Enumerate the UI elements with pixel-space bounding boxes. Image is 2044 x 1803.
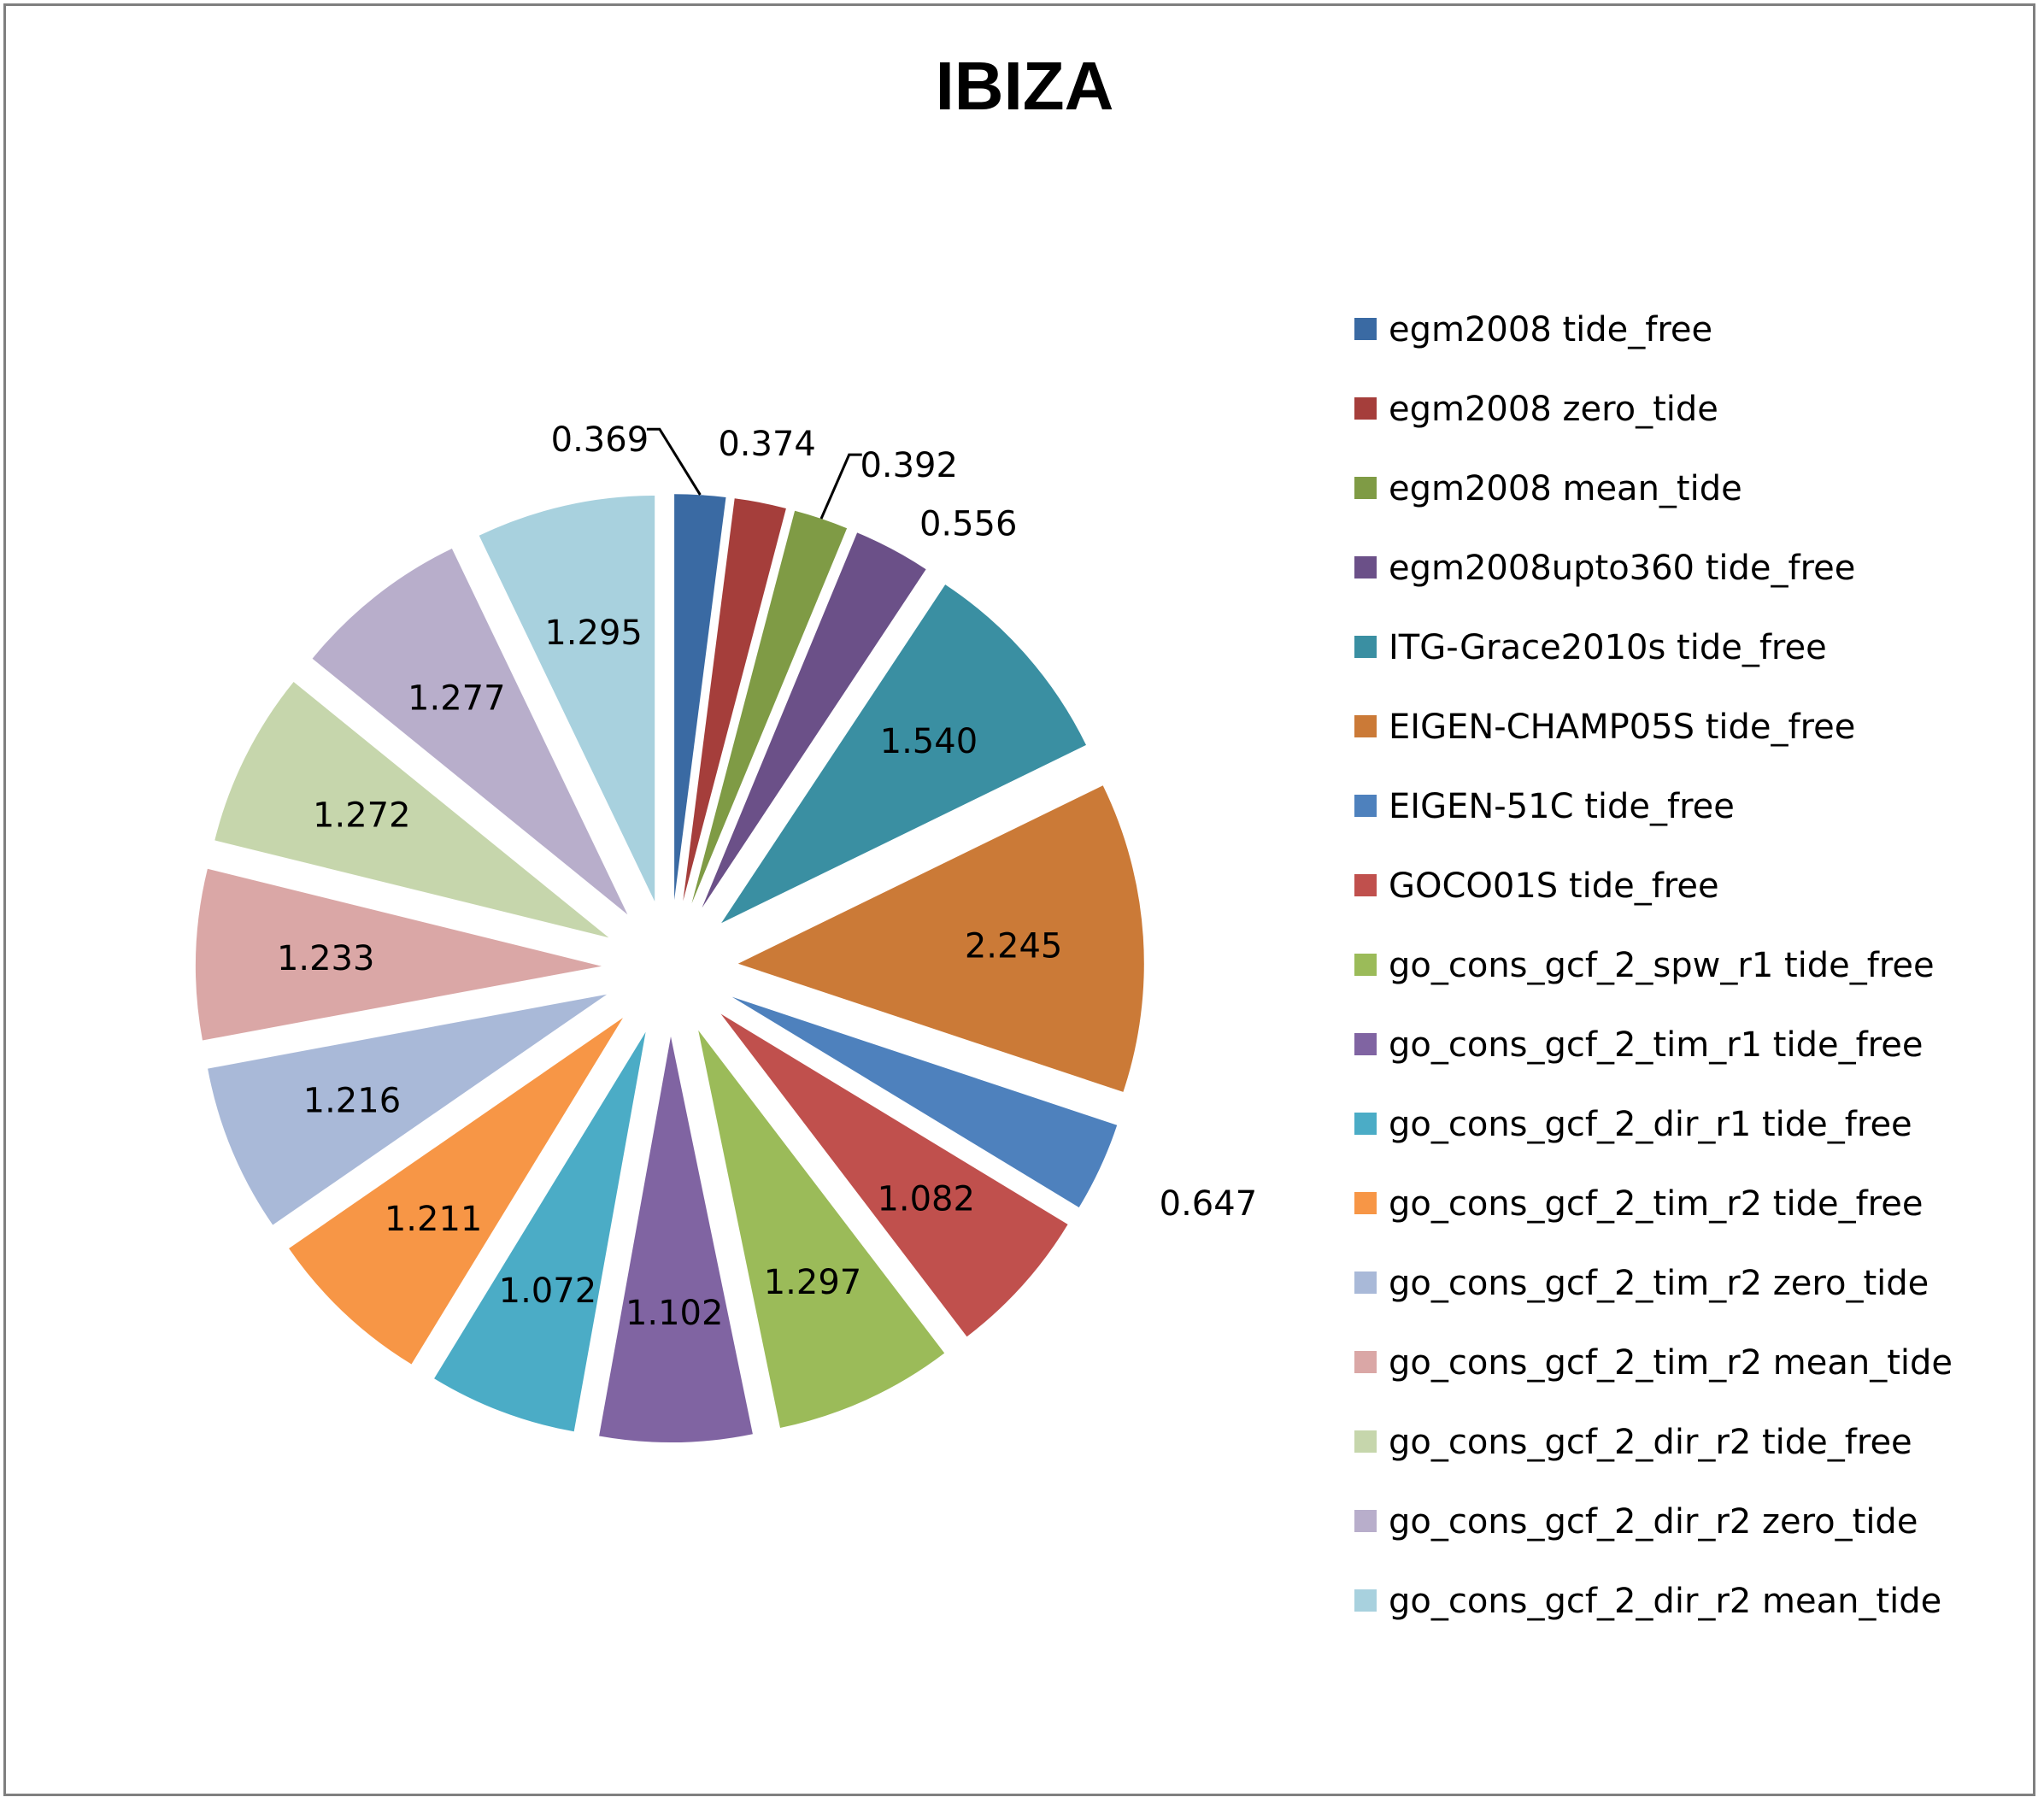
legend-label: go_cons_gcf_2_tim_r1 tide_free: [1389, 1025, 1923, 1065]
legend-label: egm2008 mean_tide: [1389, 469, 1742, 508]
data-label: 1.082: [877, 1180, 975, 1219]
legend-swatch: [1354, 1589, 1377, 1612]
pie-slice: [683, 498, 786, 902]
legend: egm2008 tide_free egm2008 zero_tide egm200…: [1354, 310, 1953, 1621]
pie-slice: [599, 1037, 753, 1442]
legend-label: EIGEN-51C tide_free: [1389, 787, 1735, 826]
legend-swatch: [1354, 1351, 1377, 1373]
pie-slice: [289, 1018, 623, 1365]
pie-slice: [702, 532, 926, 908]
pie-chart: IBIZA 0.369 0.374 0.392 0.556 1.540 2.245 0.64…: [196, 48, 1953, 1621]
legend-label: GOCO01S tide_free: [1389, 866, 1719, 906]
pie-slice: [312, 549, 628, 915]
legend-label: go_cons_gcf_2_tim_r2 zero_tide: [1389, 1264, 1929, 1303]
pie-slice: [720, 1013, 1068, 1337]
pie-slice: [691, 510, 848, 904]
leader-lines: [646, 427, 862, 520]
legend-label: go_cons_gcf_2_tim_r2 tide_free: [1389, 1184, 1923, 1224]
legend-label: go_cons_gcf_2_spw_r1 tide_free: [1389, 946, 1935, 985]
legend-label: EIGEN-CHAMP05S tide_free: [1389, 708, 1855, 747]
legend-label: go_cons_gcf_2_dir_r2 zero_tide: [1389, 1502, 1918, 1542]
pie-slice: [479, 496, 655, 902]
data-label: 0.374: [718, 425, 816, 464]
pie-slice: [434, 1031, 646, 1432]
legend-swatch: [1354, 1192, 1377, 1214]
legend-swatch: [1354, 795, 1377, 817]
legend-swatch: [1354, 1113, 1377, 1135]
legend-swatch: [1354, 1430, 1377, 1453]
pie-slice: [674, 494, 726, 901]
legend-swatch: [1354, 318, 1377, 340]
legend-swatch: [1354, 715, 1377, 737]
data-label: 1.272: [313, 796, 411, 835]
legend-swatch: [1354, 874, 1377, 896]
legend-swatch: [1354, 954, 1377, 976]
pie-slice: [721, 584, 1086, 924]
data-label: 1.295: [544, 614, 643, 653]
pie-slice: [196, 868, 602, 1041]
chart-title: IBIZA: [936, 48, 1114, 124]
data-label: 0.369: [551, 420, 649, 460]
pie-slice: [737, 785, 1144, 1092]
legend-swatch: [1354, 1510, 1377, 1532]
legend-label: egm2008 zero_tide: [1389, 390, 1718, 429]
data-label: 1.072: [499, 1271, 597, 1311]
pie-slice: [731, 996, 1118, 1207]
legend-swatch: [1354, 636, 1377, 658]
pie-slice: [208, 994, 608, 1225]
legend-swatch: [1354, 556, 1377, 578]
legend-label: go_cons_gcf_2_dir_r2 mean_tide: [1389, 1582, 1941, 1621]
legend-label: egm2008 tide_free: [1389, 310, 1712, 349]
chart-area: IBIZA 0.369 0.374 0.392 0.556 1.540 2.245 0.64…: [3, 3, 2035, 1796]
data-label: 1.233: [277, 939, 375, 978]
data-label: 0.647: [1160, 1184, 1258, 1224]
data-label: 1.540: [880, 722, 978, 761]
legend-swatch: [1354, 1271, 1377, 1294]
data-label: 1.277: [408, 679, 506, 719]
leader-line: [819, 453, 862, 520]
data-labels: 0.369 0.374 0.392 0.556 1.540 2.245 0.647 1.082…: [277, 420, 1257, 1333]
legend-label: go_cons_gcf_2_tim_r2 mean_tide: [1389, 1343, 1953, 1383]
data-label: 1.211: [385, 1200, 483, 1239]
pie-slices: [196, 494, 1144, 1442]
data-label: 0.556: [919, 505, 1018, 544]
data-label: 2.245: [965, 926, 1063, 966]
pie-slice: [214, 682, 609, 938]
legend-swatch: [1354, 477, 1377, 499]
legend-swatch: [1354, 1033, 1377, 1055]
legend-swatch: [1354, 397, 1377, 420]
data-label: 0.392: [860, 446, 958, 485]
leader-line: [646, 427, 702, 496]
data-label: 1.216: [303, 1082, 402, 1121]
pie-slice: [698, 1030, 945, 1428]
legend-label: egm2008upto360 tide_free: [1389, 549, 1855, 588]
data-label: 1.297: [764, 1263, 862, 1302]
legend-label: go_cons_gcf_2_dir_r2 tide_free: [1389, 1423, 1912, 1462]
data-label: 1.102: [626, 1294, 724, 1333]
legend-label: ITG-Grace2010s tide_free: [1389, 628, 1827, 667]
legend-label: go_cons_gcf_2_dir_r1 tide_free: [1389, 1105, 1912, 1144]
